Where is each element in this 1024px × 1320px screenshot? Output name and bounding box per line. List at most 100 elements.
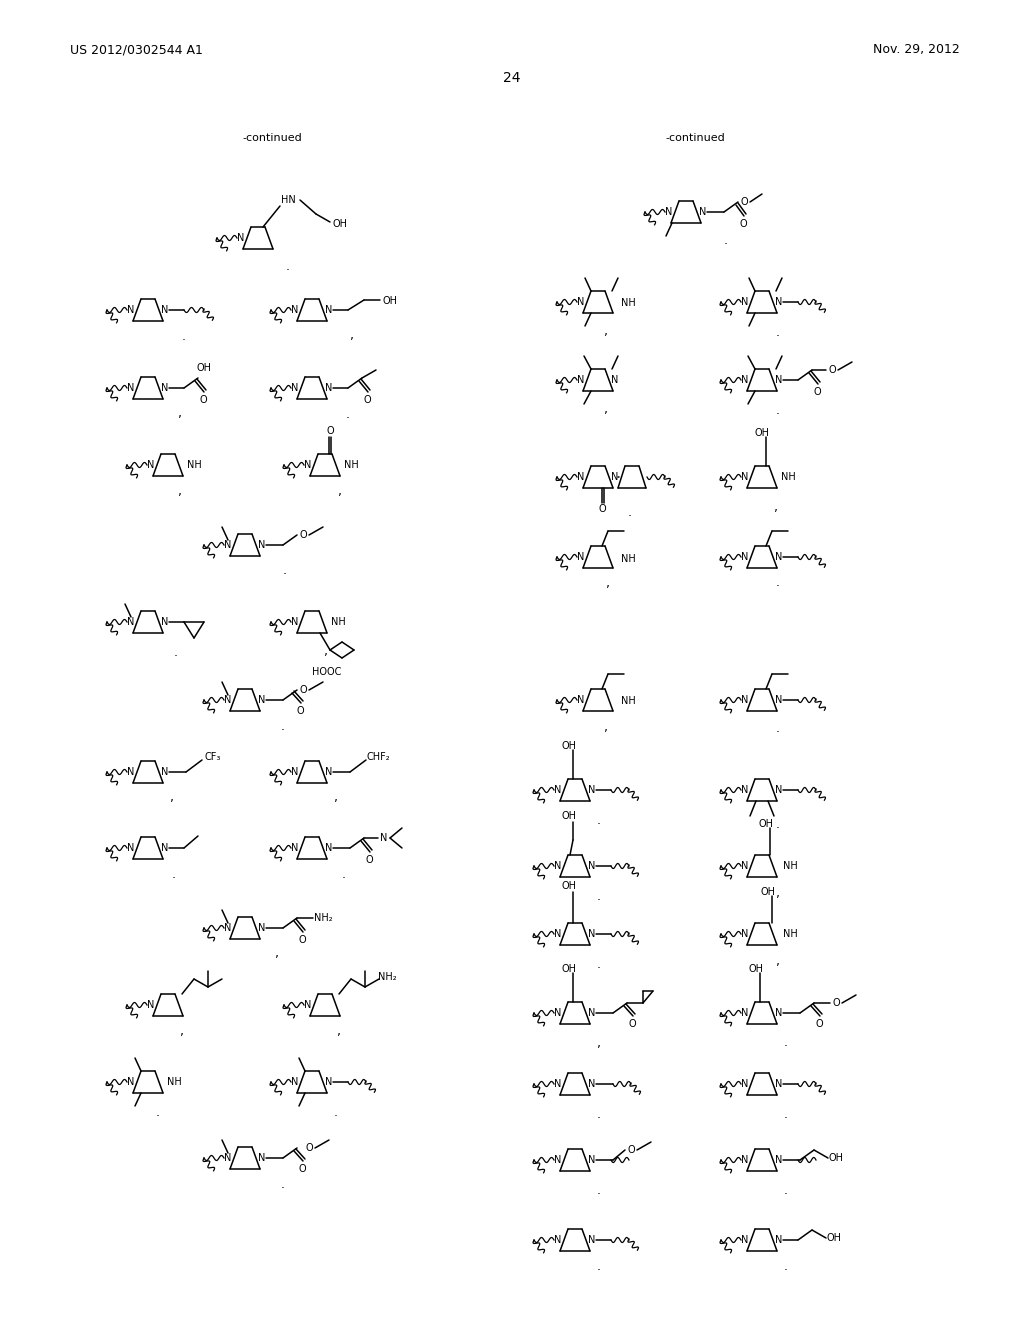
Text: N: N bbox=[611, 375, 618, 385]
Text: N: N bbox=[224, 696, 231, 705]
Text: N: N bbox=[291, 843, 299, 853]
Text: OH: OH bbox=[759, 818, 773, 829]
Text: N: N bbox=[162, 767, 169, 777]
Text: N: N bbox=[304, 459, 311, 470]
Text: N: N bbox=[589, 861, 596, 871]
Text: N: N bbox=[554, 1078, 562, 1089]
Text: ,: , bbox=[338, 484, 342, 498]
Text: OH: OH bbox=[561, 741, 577, 751]
Text: -continued: -continued bbox=[242, 133, 302, 143]
Text: N: N bbox=[589, 1155, 596, 1166]
Text: .: . bbox=[776, 817, 780, 830]
Text: N: N bbox=[775, 785, 782, 795]
Text: N: N bbox=[554, 861, 562, 871]
Text: .: . bbox=[776, 722, 780, 734]
Text: N: N bbox=[224, 1152, 231, 1163]
Text: ,: , bbox=[606, 577, 610, 590]
Text: ,: , bbox=[178, 408, 182, 421]
Text: N: N bbox=[380, 833, 388, 843]
Text: N: N bbox=[258, 696, 265, 705]
Text: N: N bbox=[127, 843, 135, 853]
Text: N: N bbox=[741, 1236, 749, 1245]
Text: N: N bbox=[258, 923, 265, 933]
Text: .: . bbox=[156, 1106, 160, 1118]
Text: NH: NH bbox=[331, 616, 345, 627]
Text: .: . bbox=[776, 326, 780, 338]
Text: N: N bbox=[127, 305, 135, 315]
Text: N: N bbox=[578, 552, 585, 562]
Text: N: N bbox=[326, 1077, 333, 1086]
Text: N: N bbox=[578, 297, 585, 308]
Text: N: N bbox=[162, 305, 169, 315]
Text: ,: , bbox=[604, 722, 608, 734]
Text: N: N bbox=[741, 552, 749, 562]
Text: O: O bbox=[298, 1164, 306, 1173]
Text: O: O bbox=[628, 1019, 636, 1030]
Text: N: N bbox=[326, 383, 333, 393]
Text: NH₂: NH₂ bbox=[378, 972, 396, 982]
Text: NH: NH bbox=[621, 554, 635, 564]
Text: ,: , bbox=[597, 1036, 601, 1049]
Text: N: N bbox=[326, 305, 333, 315]
Text: OH: OH bbox=[761, 887, 775, 898]
Text: .: . bbox=[334, 1106, 338, 1118]
Text: N: N bbox=[326, 767, 333, 777]
Text: N: N bbox=[611, 473, 618, 482]
Text: OH: OH bbox=[755, 428, 769, 438]
Text: O: O bbox=[327, 426, 334, 436]
Text: ,: , bbox=[170, 792, 174, 804]
Text: O: O bbox=[598, 504, 606, 513]
Text: .: . bbox=[342, 867, 346, 880]
Text: .: . bbox=[597, 1184, 601, 1196]
Text: .: . bbox=[784, 1107, 788, 1121]
Text: N: N bbox=[224, 540, 231, 550]
Text: NH: NH bbox=[782, 929, 798, 939]
Text: OH: OH bbox=[749, 964, 764, 974]
Text: O: O bbox=[299, 685, 307, 696]
Text: N: N bbox=[224, 923, 231, 933]
Text: .: . bbox=[776, 404, 780, 417]
Text: O: O bbox=[200, 395, 207, 405]
Text: .: . bbox=[286, 260, 290, 272]
Text: N: N bbox=[741, 1008, 749, 1018]
Text: .: . bbox=[597, 890, 601, 903]
Text: HN: HN bbox=[281, 195, 295, 205]
Text: HOOC: HOOC bbox=[312, 667, 342, 677]
Text: N: N bbox=[162, 843, 169, 853]
Text: .: . bbox=[724, 234, 728, 247]
Text: N: N bbox=[741, 785, 749, 795]
Text: .: . bbox=[784, 1184, 788, 1196]
Text: N: N bbox=[741, 861, 749, 871]
Text: N: N bbox=[741, 473, 749, 482]
Text: N: N bbox=[147, 459, 155, 470]
Text: N: N bbox=[775, 1155, 782, 1166]
Text: N: N bbox=[589, 785, 596, 795]
Text: N: N bbox=[326, 843, 333, 853]
Text: .: . bbox=[784, 1036, 788, 1049]
Text: OH: OH bbox=[197, 363, 212, 374]
Text: N: N bbox=[127, 1077, 135, 1086]
Text: ,: , bbox=[324, 645, 328, 659]
Text: N: N bbox=[162, 383, 169, 393]
Text: N: N bbox=[775, 1078, 782, 1089]
Text: CHF₂: CHF₂ bbox=[367, 752, 390, 762]
Text: .: . bbox=[597, 813, 601, 826]
Text: N: N bbox=[775, 375, 782, 385]
Text: O: O bbox=[627, 1144, 635, 1155]
Text: N: N bbox=[775, 1236, 782, 1245]
Text: .: . bbox=[597, 1107, 601, 1121]
Text: ,: , bbox=[776, 887, 780, 900]
Text: N: N bbox=[147, 1001, 155, 1010]
Text: N: N bbox=[162, 616, 169, 627]
Text: N: N bbox=[127, 383, 135, 393]
Text: N: N bbox=[741, 696, 749, 705]
Text: .: . bbox=[784, 1259, 788, 1272]
Text: -continued: -continued bbox=[666, 133, 725, 143]
Text: ,: , bbox=[275, 948, 279, 961]
Text: N: N bbox=[741, 1078, 749, 1089]
Text: N: N bbox=[578, 696, 585, 705]
Text: O: O bbox=[305, 1143, 312, 1152]
Text: N: N bbox=[291, 767, 299, 777]
Text: ,: , bbox=[350, 330, 354, 342]
Text: .: . bbox=[346, 408, 350, 421]
